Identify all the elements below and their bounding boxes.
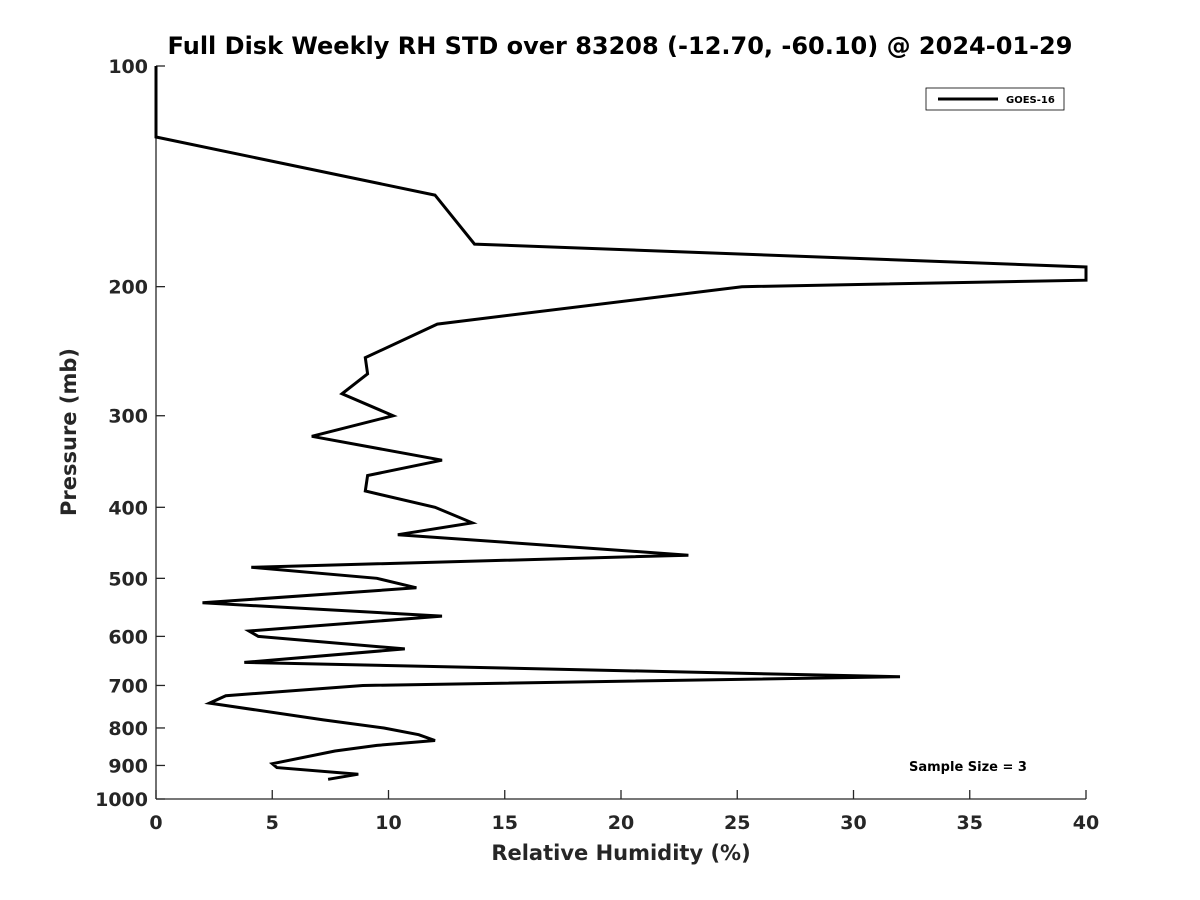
y-tick-label: 500	[108, 568, 148, 590]
x-tick-label: 30	[840, 812, 866, 834]
y-tick-label: 100	[108, 56, 148, 78]
x-tick-label: 20	[608, 812, 634, 834]
legend-label: GOES-16	[1006, 95, 1055, 106]
x-tick-label: 10	[375, 812, 401, 834]
y-axis-label: Pressure (mb)	[57, 348, 81, 516]
y-tick-label: 600	[108, 626, 148, 648]
x-tick-label: 15	[492, 812, 518, 834]
series-line-goes-16	[154, 66, 1088, 781]
y-ticks: 100 200 300 400 500 600 700 800 900 1000	[95, 56, 165, 811]
chart-title: Full Disk Weekly RH STD over 83208 (-12.…	[168, 32, 1073, 60]
sample-size-annotation: Sample Size = 3	[909, 760, 1027, 775]
y-tick-label: 400	[108, 497, 148, 519]
legend: GOES-16	[925, 87, 1065, 111]
y-tick-label: 900	[108, 755, 148, 777]
x-axis-label: Relative Humidity (%)	[491, 841, 750, 865]
y-tick-label: 700	[108, 675, 148, 697]
x-tick-label: 35	[957, 812, 983, 834]
plot-area: 0 5 10 15 20 25 30 35 40 100 200 300 400 500 600 700 80…	[95, 56, 1099, 834]
y-tick-label: 800	[108, 718, 148, 740]
y-tick-label: 300	[108, 406, 148, 428]
x-tick-label: 0	[149, 812, 162, 834]
x-tick-label: 5	[266, 812, 279, 834]
x-tick-label: 40	[1073, 812, 1099, 834]
y-tick-label: 1000	[95, 789, 148, 811]
x-ticks: 0 5 10 15 20 25 30 35 40	[149, 790, 1099, 834]
x-tick-label: 25	[724, 812, 750, 834]
y-tick-label: 200	[108, 277, 148, 299]
